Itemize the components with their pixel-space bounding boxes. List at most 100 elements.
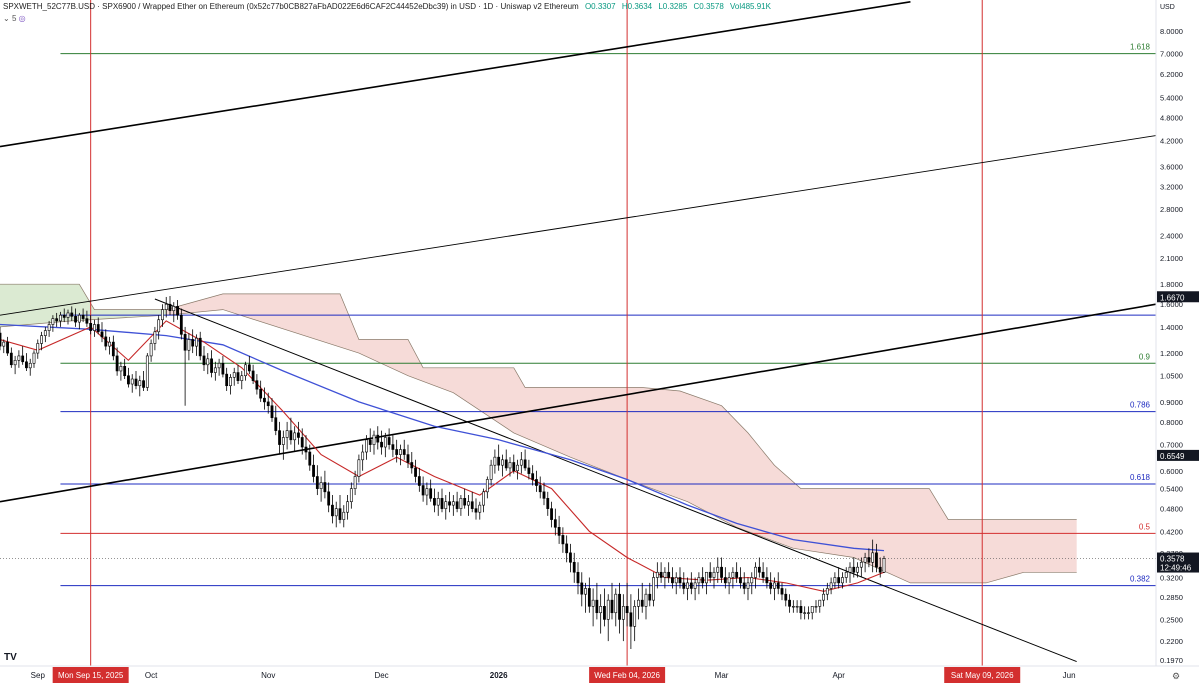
- candle-body: [414, 467, 417, 477]
- candle-body: [319, 482, 323, 489]
- time-tick: Sep: [31, 671, 46, 680]
- candle: [444, 495, 448, 520]
- candle-body: [584, 588, 587, 595]
- settings-icon[interactable]: ⚙: [1172, 671, 1180, 681]
- candle-body: [383, 437, 387, 448]
- candle: [119, 361, 123, 381]
- candle-body: [810, 606, 814, 614]
- candle-body: [198, 337, 202, 357]
- candle-body: [221, 362, 225, 375]
- candle-body: [871, 552, 875, 563]
- candle: [501, 454, 504, 477]
- candle: [179, 308, 183, 340]
- candle-body: [565, 543, 569, 554]
- candle: [395, 439, 399, 463]
- chart-legend: SPXWETH_52C77B.USD · SPX6900 / Wrapped E…: [3, 2, 775, 11]
- candle: [402, 439, 406, 460]
- candle-body: [538, 485, 542, 493]
- price-tick: 0.2850: [1160, 593, 1183, 602]
- candle-body: [183, 334, 187, 351]
- candle-body: [232, 372, 236, 378]
- candle-body: [402, 449, 406, 455]
- candle-body: [47, 324, 51, 331]
- candle-body: [70, 312, 74, 317]
- chevron-down-icon[interactable]: ⌄: [3, 14, 10, 23]
- candle: [485, 476, 489, 499]
- candle: [871, 539, 875, 573]
- candle-body: [59, 314, 62, 322]
- candle: [788, 594, 791, 613]
- candle: [497, 444, 501, 471]
- candle-body: [410, 462, 414, 469]
- candle: [750, 572, 754, 595]
- candle-body: [629, 612, 633, 627]
- candle: [217, 358, 221, 376]
- eye-icon[interactable]: ◎: [18, 14, 26, 23]
- indicator-row[interactable]: ⌄ 5 ◎: [3, 14, 26, 23]
- candle: [240, 370, 244, 390]
- candle: [689, 572, 693, 595]
- candle: [62, 308, 66, 323]
- candle: [6, 336, 9, 356]
- candle-body: [40, 335, 43, 344]
- candle: [799, 600, 803, 620]
- candle: [32, 350, 36, 368]
- candle: [297, 421, 300, 445]
- candle-body: [240, 375, 244, 381]
- price-tick: 0.2500: [1160, 615, 1183, 624]
- candle: [2, 339, 6, 354]
- trend-line-3: [154, 298, 1077, 663]
- price-tick: 5.4000: [1160, 94, 1183, 103]
- candle-body: [788, 599, 791, 607]
- candle: [176, 300, 179, 320]
- candle-body: [614, 593, 618, 614]
- fib-levels: 1.618 0.9 0.786 0.618 0.5 0.382: [0, 43, 1156, 587]
- candle: [780, 582, 784, 601]
- candle-body: [535, 479, 538, 486]
- candle: [187, 333, 191, 361]
- candle: [89, 315, 93, 335]
- candle-body: [123, 366, 127, 377]
- cloud-span-b: [0, 309, 1077, 584]
- time-tick: Nov: [261, 671, 275, 680]
- candle: [644, 588, 648, 620]
- candle-body: [81, 314, 85, 319]
- candle: [315, 465, 319, 496]
- candle: [319, 476, 323, 502]
- candle: [380, 430, 383, 455]
- candle: [633, 600, 637, 642]
- candle-body: [436, 498, 440, 506]
- candle-body: [308, 451, 312, 466]
- candle-body: [357, 459, 361, 477]
- candle-body: [195, 337, 198, 347]
- candle: [810, 606, 814, 620]
- candle: [213, 361, 217, 381]
- candle-body: [21, 355, 25, 363]
- price-tick: 1.4000: [1160, 323, 1183, 332]
- candle: [244, 361, 247, 381]
- candle: [138, 375, 142, 397]
- candle-body: [482, 491, 485, 506]
- candle-body: [93, 324, 96, 331]
- candle-body: [274, 417, 278, 431]
- candle-body: [421, 485, 425, 496]
- candle-body: [671, 577, 674, 584]
- date-badge: Sat May 09, 2026: [951, 671, 1014, 680]
- candle-body: [85, 318, 89, 324]
- candle: [195, 334, 198, 356]
- price-tick: 6.2000: [1160, 70, 1183, 79]
- candle: [134, 370, 138, 390]
- trend-line-2: [0, 303, 1157, 503]
- candle-body: [723, 577, 727, 584]
- time-tick: Apr: [832, 671, 845, 680]
- candle: [720, 557, 723, 583]
- candle: [776, 572, 780, 595]
- candle-body: [852, 566, 856, 573]
- candle: [236, 364, 240, 385]
- price-badge-bg-0: [1157, 291, 1199, 303]
- candle-body: [115, 355, 119, 372]
- candle-body: [66, 312, 70, 318]
- candle: [145, 353, 149, 391]
